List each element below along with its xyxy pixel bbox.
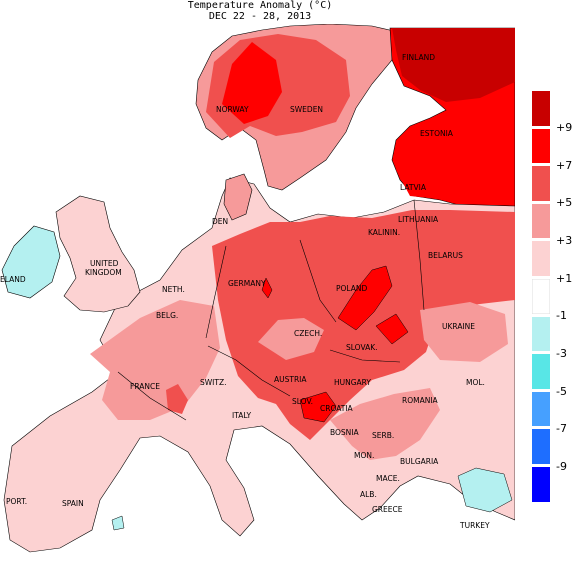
map-title: Temperature Anomaly (°C) DEC 22 - 28, 20… <box>0 0 520 22</box>
zone-cold-turkey <box>457 467 513 513</box>
legend-swatch <box>532 166 550 201</box>
zone-finland-hot <box>392 28 515 102</box>
legend-swatch <box>532 91 550 126</box>
label-belarus: BELARUS <box>428 251 463 260</box>
label-belg: BELG. <box>156 311 178 320</box>
label-germany: GERMANY <box>228 279 266 288</box>
zone-britain <box>55 195 141 313</box>
zone-germany-hot <box>261 277 273 299</box>
label-mace: MACE. <box>376 474 400 483</box>
label-italy: ITALY <box>232 411 252 420</box>
legend-swatch <box>532 203 550 239</box>
label-eland: ELAND <box>0 275 26 284</box>
label-switz: SWITZ. <box>200 378 227 387</box>
label-bulgaria: BULGARIA <box>400 457 439 466</box>
label-alb: ALB. <box>360 490 377 499</box>
legend-tick: -3 <box>556 347 567 360</box>
color-legend: +9 +7 +5 +3 +1 -1 -3 -5 -7 -9 <box>532 91 586 507</box>
zone-balkans <box>330 388 440 460</box>
label-slovak: SLOVAK. <box>346 343 378 352</box>
label-greece: GREECE <box>372 505 403 514</box>
legend-tick: +5 <box>556 196 573 209</box>
label-united: UNITED <box>90 259 119 268</box>
zone-latvia-hot <box>396 150 480 200</box>
label-turkey: TURKEY <box>459 521 490 530</box>
legend-tick: +7 <box>556 159 573 172</box>
legend-swatch <box>532 241 550 276</box>
zone-ukraine-cool <box>420 302 508 362</box>
legend-swatch <box>532 354 550 389</box>
zone-poland-hot <box>337 265 393 331</box>
zone-ireland <box>1 225 61 299</box>
label-spain: SPAIN <box>62 499 84 508</box>
label-hungary: HUNGARY <box>334 378 371 387</box>
label-mon: MON. <box>354 451 374 460</box>
legend-tick: +3 <box>556 234 573 247</box>
label-kalinin: KALININ. <box>368 228 400 237</box>
label-croatia: CROATIA <box>320 404 354 413</box>
legend-swatch <box>532 391 550 427</box>
label-france: FRANCE <box>130 382 160 391</box>
label-poland: POLAND <box>336 284 368 293</box>
label-ukraine: UKRAINE <box>442 322 475 331</box>
anomaly-map: FINLAND SWEDEN NORWAY ESTONIA LATVIA LIT… <box>0 24 515 563</box>
label-kingdom: KINGDOM <box>85 268 122 277</box>
legend-tick: -1 <box>556 309 567 322</box>
legend-tick: -7 <box>556 422 567 435</box>
label-finland: FINLAND <box>402 53 435 62</box>
label-neth: NETH. <box>162 285 185 294</box>
zone-france-warm <box>90 300 220 420</box>
zone-central <box>212 210 515 440</box>
legend-tick: -9 <box>556 460 567 473</box>
label-lithuania: LITHUANIA <box>398 215 439 224</box>
borders <box>117 199 425 421</box>
label-romania: ROMANIA <box>402 396 439 405</box>
label-port: PORT. <box>6 497 27 506</box>
label-austria: AUSTRIA <box>274 375 307 384</box>
label-sweden: SWEDEN <box>290 105 323 114</box>
title-line-1: Temperature Anomaly (°C) <box>187 0 333 11</box>
zone-france-spot <box>166 384 188 414</box>
zone-denmark <box>223 173 253 221</box>
label-estonia: ESTONIA <box>420 129 454 138</box>
label-den: DEN <box>212 217 228 226</box>
zone-norway-hot <box>222 42 282 124</box>
legend-swatch <box>532 128 550 164</box>
zone-slovak-hot <box>375 313 409 345</box>
legend-tick: +9 <box>556 121 573 134</box>
legend-swatch <box>532 467 550 502</box>
label-latvia: LATVIA <box>400 183 427 192</box>
zone-czech-cool <box>258 318 324 360</box>
label-czech: CZECH. <box>294 329 322 338</box>
zone-cold-spain <box>111 515 125 531</box>
legend-tick: -5 <box>556 385 567 398</box>
label-bosnia: BOSNIA <box>330 428 359 437</box>
label-norway: NORWAY <box>216 105 249 114</box>
zone-croatia-hot <box>299 391 337 423</box>
label-slov: SLOV. <box>292 397 313 406</box>
legend-swatch <box>532 429 550 464</box>
label-mol: MOL. <box>466 378 485 387</box>
label-serb: SERB. <box>372 431 394 440</box>
legend-swatch <box>532 316 550 352</box>
title-line-2: DEC 22 - 28, 2013 <box>208 11 312 22</box>
legend-swatch <box>532 279 550 314</box>
legend-tick: +1 <box>556 272 573 285</box>
